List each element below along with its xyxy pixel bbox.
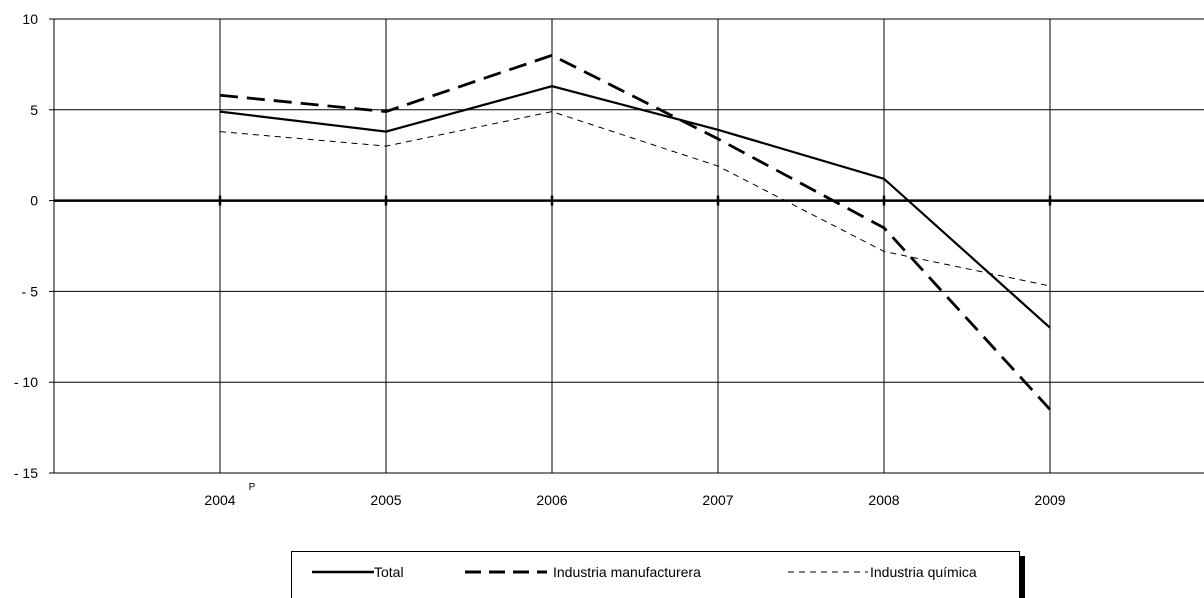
y-tick-label: - 5 [22, 283, 39, 299]
tick-labels: 10 5 0 - 5 - 10 - 15 2004 P 2005 2006 2007 2008 2009 [14, 11, 1066, 508]
x-tick-label: 2009 [1034, 492, 1065, 508]
y-tick-label: - 15 [14, 465, 38, 481]
legend-swatch-solid [312, 570, 374, 574]
legend-label-quimica: Industria química [870, 564, 977, 580]
y-tick-label: 0 [30, 193, 38, 209]
legend-item-manufacturera: Industria manufacturera [465, 560, 701, 584]
legend-label-manufacturera: Industria manufacturera [553, 564, 701, 580]
legend-item-total: Total [312, 560, 404, 584]
series-line-3 [219, 111, 1051, 287]
series-line-2 [219, 53, 1052, 411]
x-tick-superscript: P [249, 482, 256, 493]
x-tick-label: 2005 [370, 492, 401, 508]
series-line-1 [219, 85, 1051, 329]
x-tick-label: 2004 [204, 492, 235, 508]
x-tick-label: 2008 [868, 492, 899, 508]
series-lines [219, 53, 1052, 411]
legend-swatch-thin-dashed [788, 571, 868, 573]
y-tick-label: 10 [22, 11, 38, 27]
y-tick-label: - 10 [14, 374, 38, 390]
legend-label-total: Total [374, 564, 404, 580]
legend-shadow [1020, 556, 1025, 598]
legend-item-quimica: Industria química [788, 560, 977, 584]
x-tick-label: 2006 [536, 492, 567, 508]
x-tick-label: 2007 [702, 492, 733, 508]
y-tick-label: 5 [30, 102, 38, 118]
grid [54, 18, 1204, 474]
legend-swatch-dashed [465, 570, 547, 574]
axes [49, 18, 1204, 474]
legend: Total Industria manufacturera Industria … [291, 551, 1020, 598]
